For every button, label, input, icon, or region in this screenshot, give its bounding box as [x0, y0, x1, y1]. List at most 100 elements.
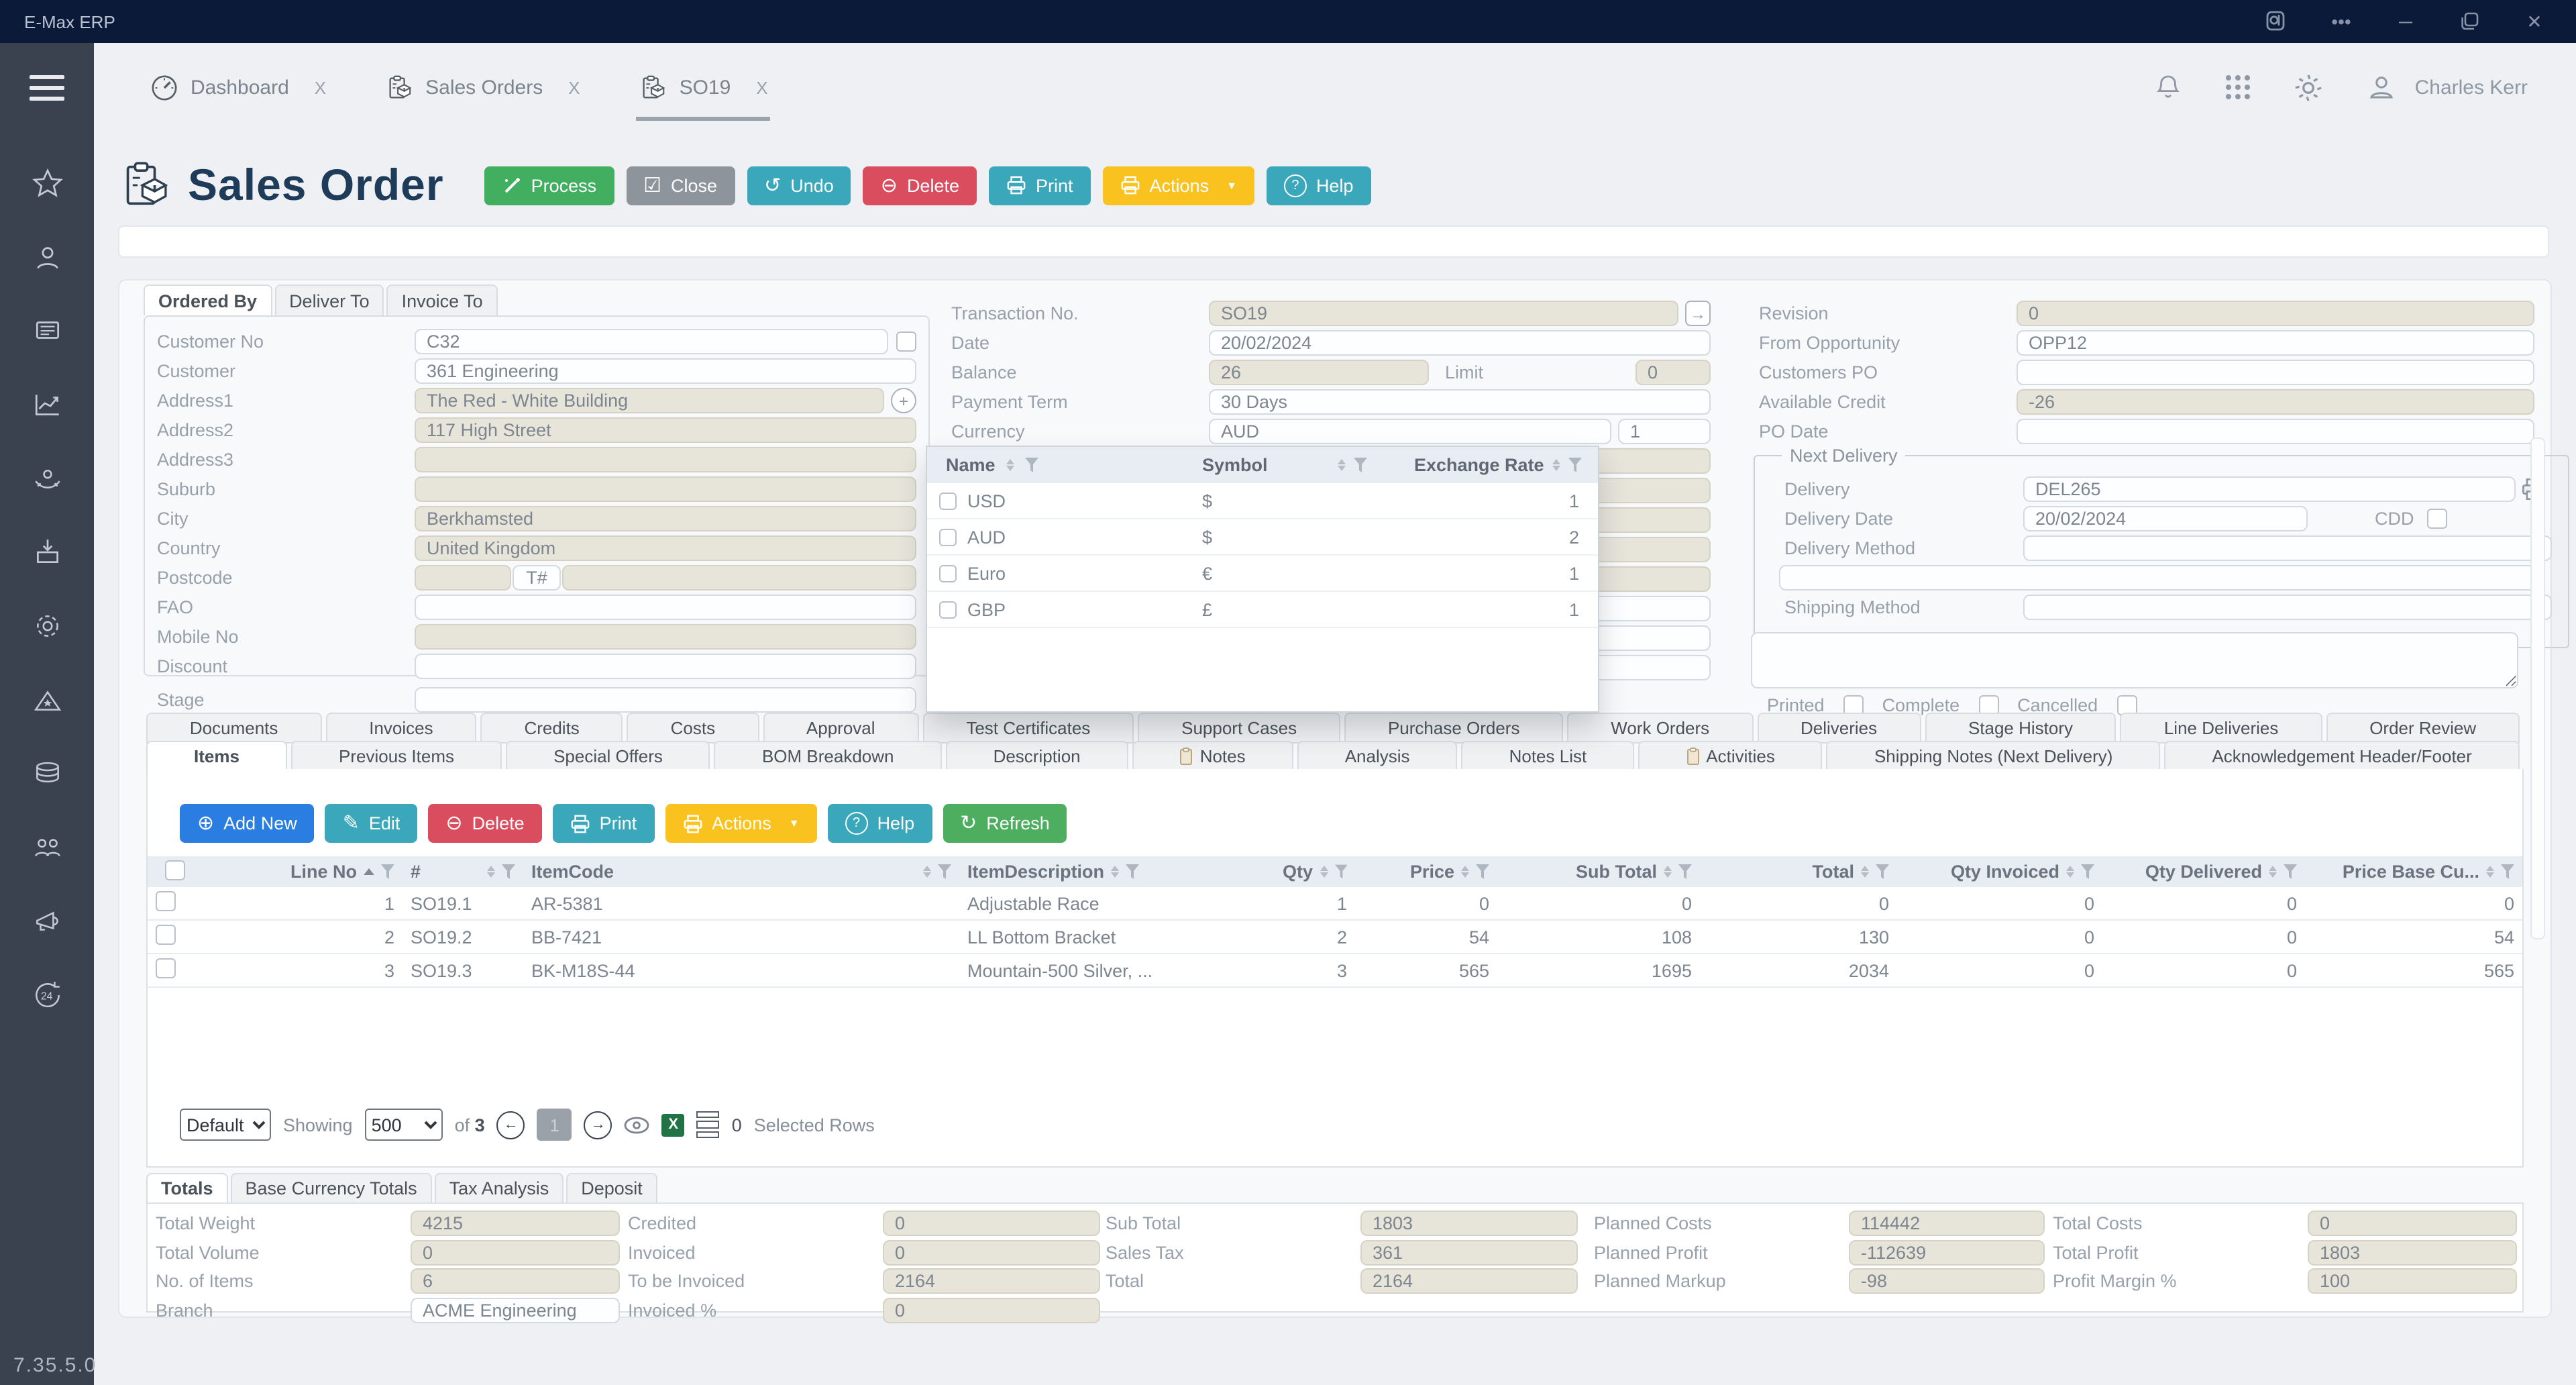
discount-input[interactable] [415, 654, 916, 679]
customer-no-input[interactable] [415, 329, 888, 354]
column-qty[interactable]: Qty [1275, 856, 1355, 887]
tab-work-orders[interactable]: Work Orders [1567, 713, 1754, 743]
row-checkbox[interactable] [156, 958, 176, 978]
postcode-code-input[interactable] [513, 565, 561, 591]
tab-deliveries[interactable]: Deliveries [1757, 713, 1921, 743]
settings-gear-icon[interactable] [2293, 72, 2324, 103]
current-page[interactable]: 1 [537, 1109, 572, 1141]
customers-po-input[interactable] [2017, 360, 2534, 385]
customer-input[interactable] [415, 358, 916, 384]
stock-database-icon[interactable] [31, 757, 63, 789]
add-address-icon[interactable]: + [891, 388, 916, 413]
print-items-button[interactable]: Print [552, 804, 655, 843]
filter-icon[interactable] [1476, 864, 1489, 879]
tab-activities[interactable]: Activities [1638, 741, 1823, 772]
tab-tax-analysis[interactable]: Tax Analysis [434, 1173, 564, 1202]
scrollbar[interactable] [2530, 438, 2545, 939]
column-qty-delivered[interactable]: Qty Delivered [2102, 856, 2305, 887]
delivery-method-input[interactable] [2023, 535, 2552, 561]
column-qty-invoiced[interactable]: Qty Invoiced [1897, 856, 2102, 887]
tab-approval[interactable]: Approval [763, 713, 919, 743]
menu-icon[interactable] [30, 75, 64, 101]
filter-ribbon[interactable] [118, 225, 2549, 258]
filter-icon[interactable] [1568, 458, 1582, 472]
machine-settings-icon[interactable] [31, 609, 63, 642]
tab-costs[interactable]: Costs [627, 713, 759, 743]
tab-invoice-to[interactable]: Invoice To [386, 285, 498, 315]
close-button[interactable]: ☑ Close [626, 166, 735, 205]
open-record-icon[interactable]: → [1685, 301, 1711, 326]
popout-search-icon[interactable] [2265, 9, 2289, 34]
notifications-bell-icon[interactable] [2153, 72, 2183, 102]
close-icon[interactable]: ✕ [2526, 10, 2542, 32]
column-total[interactable]: Total [1700, 856, 1897, 887]
favorites-star-icon[interactable] [31, 166, 63, 199]
next-page-icon[interactable]: → [584, 1111, 612, 1139]
tab-base-currency-totals[interactable]: Base Currency Totals [230, 1173, 432, 1202]
from-opportunity-input[interactable] [2017, 330, 2534, 356]
column-name[interactable]: Name [946, 455, 996, 475]
tab-previous-items[interactable]: Previous Items [291, 741, 502, 772]
select-all-checkbox[interactable] [164, 860, 184, 880]
view-select[interactable]: Default [180, 1109, 271, 1141]
add-new-button[interactable]: ⊕ Add New [180, 804, 315, 843]
undo-button[interactable]: ↺ Undo [747, 166, 851, 205]
quality-icon[interactable] [31, 683, 63, 715]
tab-notes-list[interactable]: Notes List [1461, 741, 1635, 772]
currency-input[interactable] [1209, 419, 1611, 444]
filter-icon[interactable] [1126, 864, 1140, 879]
tab-bom-breakdown[interactable]: BOM Breakdown [714, 741, 942, 772]
column-sub-total[interactable]: Sub Total [1497, 856, 1700, 887]
currency-row-aud[interactable]: AUD $ 2 [927, 519, 1598, 556]
user-name[interactable]: Charles Kerr [2414, 76, 2528, 99]
column-price-base-currency[interactable]: Price Base Cu... [2305, 856, 2522, 887]
minimize-icon[interactable]: ─ [2399, 11, 2412, 32]
tab-sales-orders[interactable]: Sales Orders X [382, 54, 582, 120]
tab-deposit[interactable]: Deposit [566, 1173, 657, 1202]
column-itemcode[interactable]: ItemCode [523, 856, 959, 887]
tab-purchase-orders[interactable]: Purchase Orders [1344, 713, 1564, 743]
tab-analysis[interactable]: Analysis [1297, 741, 1458, 772]
filter-icon[interactable] [2501, 864, 2514, 879]
delivery-date-input[interactable] [2023, 505, 2308, 531]
support-hands-icon[interactable] [31, 462, 63, 494]
table-row[interactable]: 2 SO19.2 BB-7421 LL Bottom Bracket 2 54 … [148, 920, 2522, 954]
more-options-icon[interactable]: ••• [2331, 11, 2351, 32]
preview-eye-icon[interactable] [625, 1116, 650, 1133]
prev-page-icon[interactable]: ← [496, 1111, 525, 1139]
export-excel-icon[interactable]: X [661, 1113, 685, 1136]
tab-line-deliveries[interactable]: Line Deliveries [2120, 713, 2322, 743]
fao-input[interactable] [415, 595, 916, 620]
cdd-checkbox[interactable] [2427, 508, 2448, 529]
filter-icon[interactable] [1353, 458, 1367, 472]
stage-input[interactable] [415, 687, 916, 713]
currency-row-euro[interactable]: Euro € 1 [927, 556, 1598, 592]
branch-input[interactable] [411, 1297, 620, 1323]
row-checkbox[interactable] [939, 601, 957, 618]
help-button[interactable]: ? Help [1266, 166, 1371, 205]
filter-icon[interactable] [2284, 864, 2297, 879]
tab-close-icon[interactable]: X [568, 77, 580, 97]
cancelled-checkbox[interactable] [2116, 695, 2137, 715]
currency-row-gbp[interactable]: GBP £ 1 [927, 592, 1598, 628]
tab-order-review[interactable]: Order Review [2326, 713, 2520, 743]
tab-support-cases[interactable]: Support Cases [1138, 713, 1341, 743]
goods-in-icon[interactable] [31, 535, 63, 568]
filter-icon[interactable] [1876, 864, 1889, 879]
tab-documents[interactable]: Documents [146, 713, 322, 743]
po-date-input[interactable] [2017, 419, 2534, 444]
tab-so19[interactable]: SO19 X [636, 54, 771, 120]
shipping-method-input[interactable] [2023, 594, 2552, 620]
contacts-icon[interactable] [31, 240, 63, 272]
filter-icon[interactable] [502, 864, 515, 879]
tab-deliver-to[interactable]: Deliver To [274, 285, 384, 315]
edit-button[interactable]: ✎ Edit [325, 804, 418, 843]
process-button[interactable]: Process [484, 166, 614, 205]
column-symbol[interactable]: Symbol [1202, 455, 1268, 475]
apps-grid-icon[interactable] [2225, 75, 2250, 99]
row-checkbox[interactable] [939, 492, 957, 509]
row-checkbox[interactable] [939, 564, 957, 582]
order-notes-textarea[interactable] [1751, 632, 2518, 688]
sort-icon[interactable] [1006, 459, 1014, 471]
tab-stage-history[interactable]: Stage History [1925, 713, 2116, 743]
